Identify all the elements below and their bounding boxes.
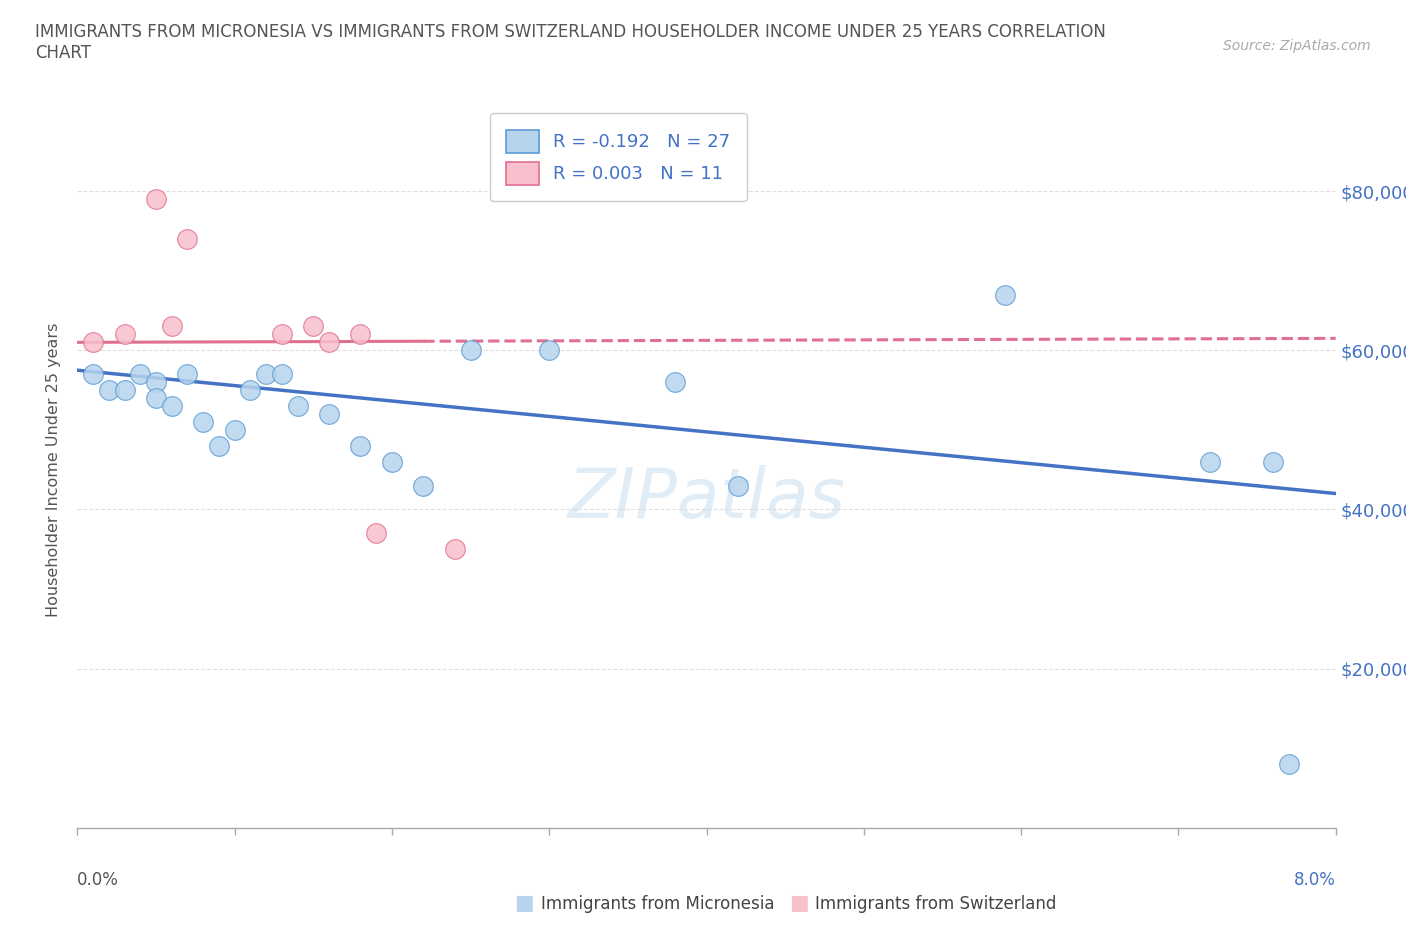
Point	[727, 478, 749, 493]
Point	[412, 478, 434, 493]
Point	[287, 399, 309, 414]
Point	[145, 375, 167, 390]
Point	[176, 366, 198, 381]
Point	[1277, 757, 1299, 772]
Point	[191, 415, 215, 430]
Point	[349, 327, 371, 342]
Point	[270, 366, 292, 381]
Text: ZIPatlas: ZIPatlas	[568, 465, 845, 532]
Text: ■: ■	[515, 893, 534, 913]
Point	[460, 343, 482, 358]
Text: 0.0%: 0.0%	[77, 870, 120, 889]
Point	[82, 366, 104, 381]
Text: 8.0%: 8.0%	[1294, 870, 1336, 889]
Point	[97, 382, 120, 397]
Legend: R = -0.192   N = 27, R = 0.003   N = 11: R = -0.192 N = 27, R = 0.003 N = 11	[491, 113, 747, 202]
Text: Source: ZipAtlas.com: Source: ZipAtlas.com	[1223, 39, 1371, 53]
Text: ■: ■	[789, 893, 808, 913]
Point	[444, 542, 467, 557]
Point	[1198, 454, 1220, 469]
Point	[82, 335, 104, 350]
Point	[254, 366, 277, 381]
Point	[538, 343, 561, 358]
Point	[145, 391, 167, 405]
Point	[239, 382, 262, 397]
Point	[114, 327, 136, 342]
Point	[270, 327, 292, 342]
Point	[318, 406, 340, 421]
Point	[318, 335, 340, 350]
Text: CHART: CHART	[35, 44, 91, 61]
Text: IMMIGRANTS FROM MICRONESIA VS IMMIGRANTS FROM SWITZERLAND HOUSEHOLDER INCOME UND: IMMIGRANTS FROM MICRONESIA VS IMMIGRANTS…	[35, 23, 1107, 41]
Point	[349, 438, 371, 453]
Point	[381, 454, 404, 469]
Text: Immigrants from Switzerland: Immigrants from Switzerland	[815, 896, 1057, 913]
Point	[176, 232, 198, 246]
Point	[114, 382, 136, 397]
Point	[664, 375, 686, 390]
Point	[994, 287, 1017, 302]
Point	[208, 438, 231, 453]
Y-axis label: Householder Income Under 25 years: Householder Income Under 25 years	[46, 323, 62, 617]
Point	[302, 319, 325, 334]
Point	[160, 399, 183, 414]
Text: Immigrants from Micronesia: Immigrants from Micronesia	[541, 896, 775, 913]
Point	[145, 192, 167, 206]
Point	[129, 366, 152, 381]
Point	[160, 319, 183, 334]
Point	[224, 422, 246, 437]
Point	[1261, 454, 1284, 469]
Point	[366, 525, 388, 540]
